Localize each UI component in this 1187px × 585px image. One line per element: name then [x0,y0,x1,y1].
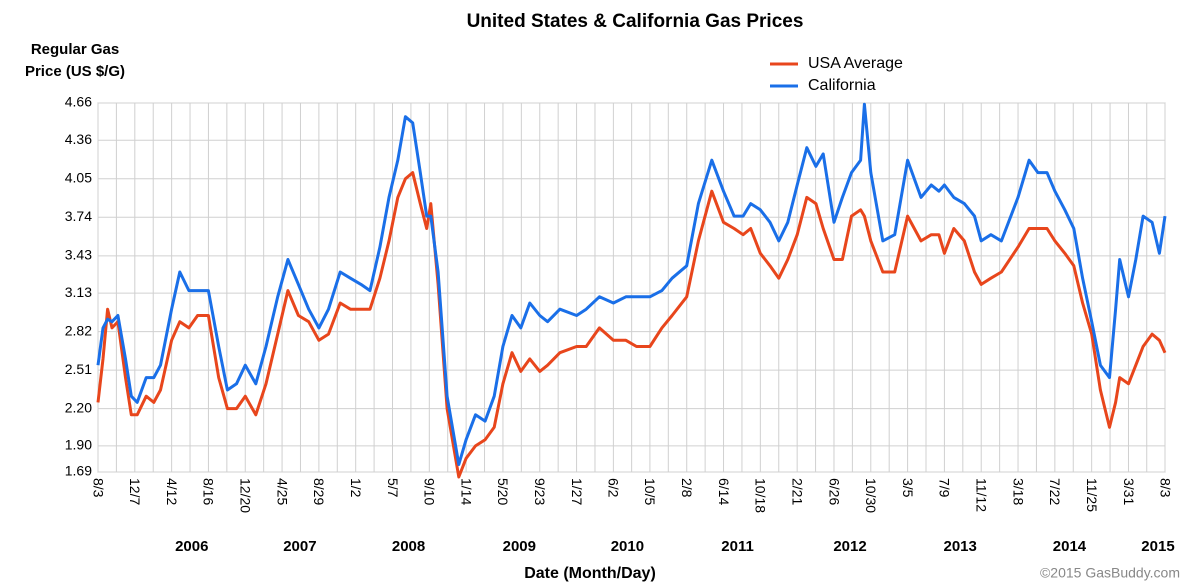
legend-label: California [808,77,876,94]
x-tick-label: 1/27 [569,478,585,505]
y-tick-label: 3.74 [65,208,92,224]
x-tick-label: 2/8 [679,478,695,498]
year-label: 2013 [944,538,977,555]
y-axis-label: Regular Gas [31,41,119,58]
y-tick-label: 3.43 [65,247,92,263]
x-tick-label: 11/12 [974,478,990,512]
x-tick-label: 10/5 [642,478,658,505]
year-label: 2015 [1141,538,1174,555]
x-tick-label: 9/23 [532,478,548,505]
y-tick-label: 4.05 [65,169,92,185]
x-tick-label: 8/29 [311,478,327,505]
year-label: 2012 [833,538,866,555]
legend-label: USA Average [808,55,903,72]
y-tick-label: 3.13 [65,284,92,300]
x-tick-label: 3/31 [1121,478,1137,505]
series-line [96,102,1167,466]
x-tick-label: 7/22 [1047,478,1063,505]
x-tick-label: 9/10 [422,478,438,505]
y-tick-label: 2.20 [65,399,92,415]
x-tick-label: 10/18 [753,478,769,513]
x-tick-label: 12/20 [238,478,254,513]
year-label: 2009 [503,538,536,555]
y-axis-label: Price (US $/G) [25,63,125,80]
y-tick-label: 2.82 [65,322,92,338]
x-tick-label: 5/20 [495,478,511,505]
x-tick-label: 11/25 [1084,478,1100,512]
x-axis-label: Date (Month/Day) [524,565,656,582]
x-tick-label: 1/2 [348,478,364,498]
x-tick-label: 10/30 [863,478,879,513]
x-tick-label: 3/18 [1010,478,1026,505]
x-tick-label: 6/2 [606,478,622,498]
y-tick-label: 4.66 [65,94,92,110]
year-label: 2011 [721,538,754,555]
x-tick-label: 7/9 [937,478,953,498]
year-label: 2007 [283,538,316,555]
x-tick-label: 1/14 [458,478,474,505]
x-tick-label: 4/25 [274,478,290,505]
y-tick-label: 2.51 [65,361,92,377]
x-tick-label: 6/26 [826,478,842,505]
year-label: 2006 [175,538,208,555]
x-tick-label: 3/5 [900,478,916,498]
x-tick-label: 8/16 [201,478,217,505]
x-tick-label: 4/12 [164,478,180,505]
credit: ©2015 GasBuddy.com [1040,565,1180,581]
year-label: 2010 [611,538,644,555]
y-tick-label: 4.36 [65,131,92,147]
x-tick-label: 6/14 [716,478,732,505]
y-tick-label: 1.90 [65,437,92,453]
x-tick-label: 5/7 [385,478,401,498]
x-tick-label: 8/3 [90,478,106,498]
year-label: 2008 [392,538,425,555]
x-tick-label: 2/21 [789,478,805,505]
y-tick-label: 1.69 [65,463,92,479]
chart-title: United States & California Gas Prices [467,11,804,32]
x-tick-label: 8/3 [1157,478,1173,498]
year-label: 2014 [1053,538,1087,555]
x-tick-label: 12/7 [127,478,143,505]
series-line [96,171,1167,479]
